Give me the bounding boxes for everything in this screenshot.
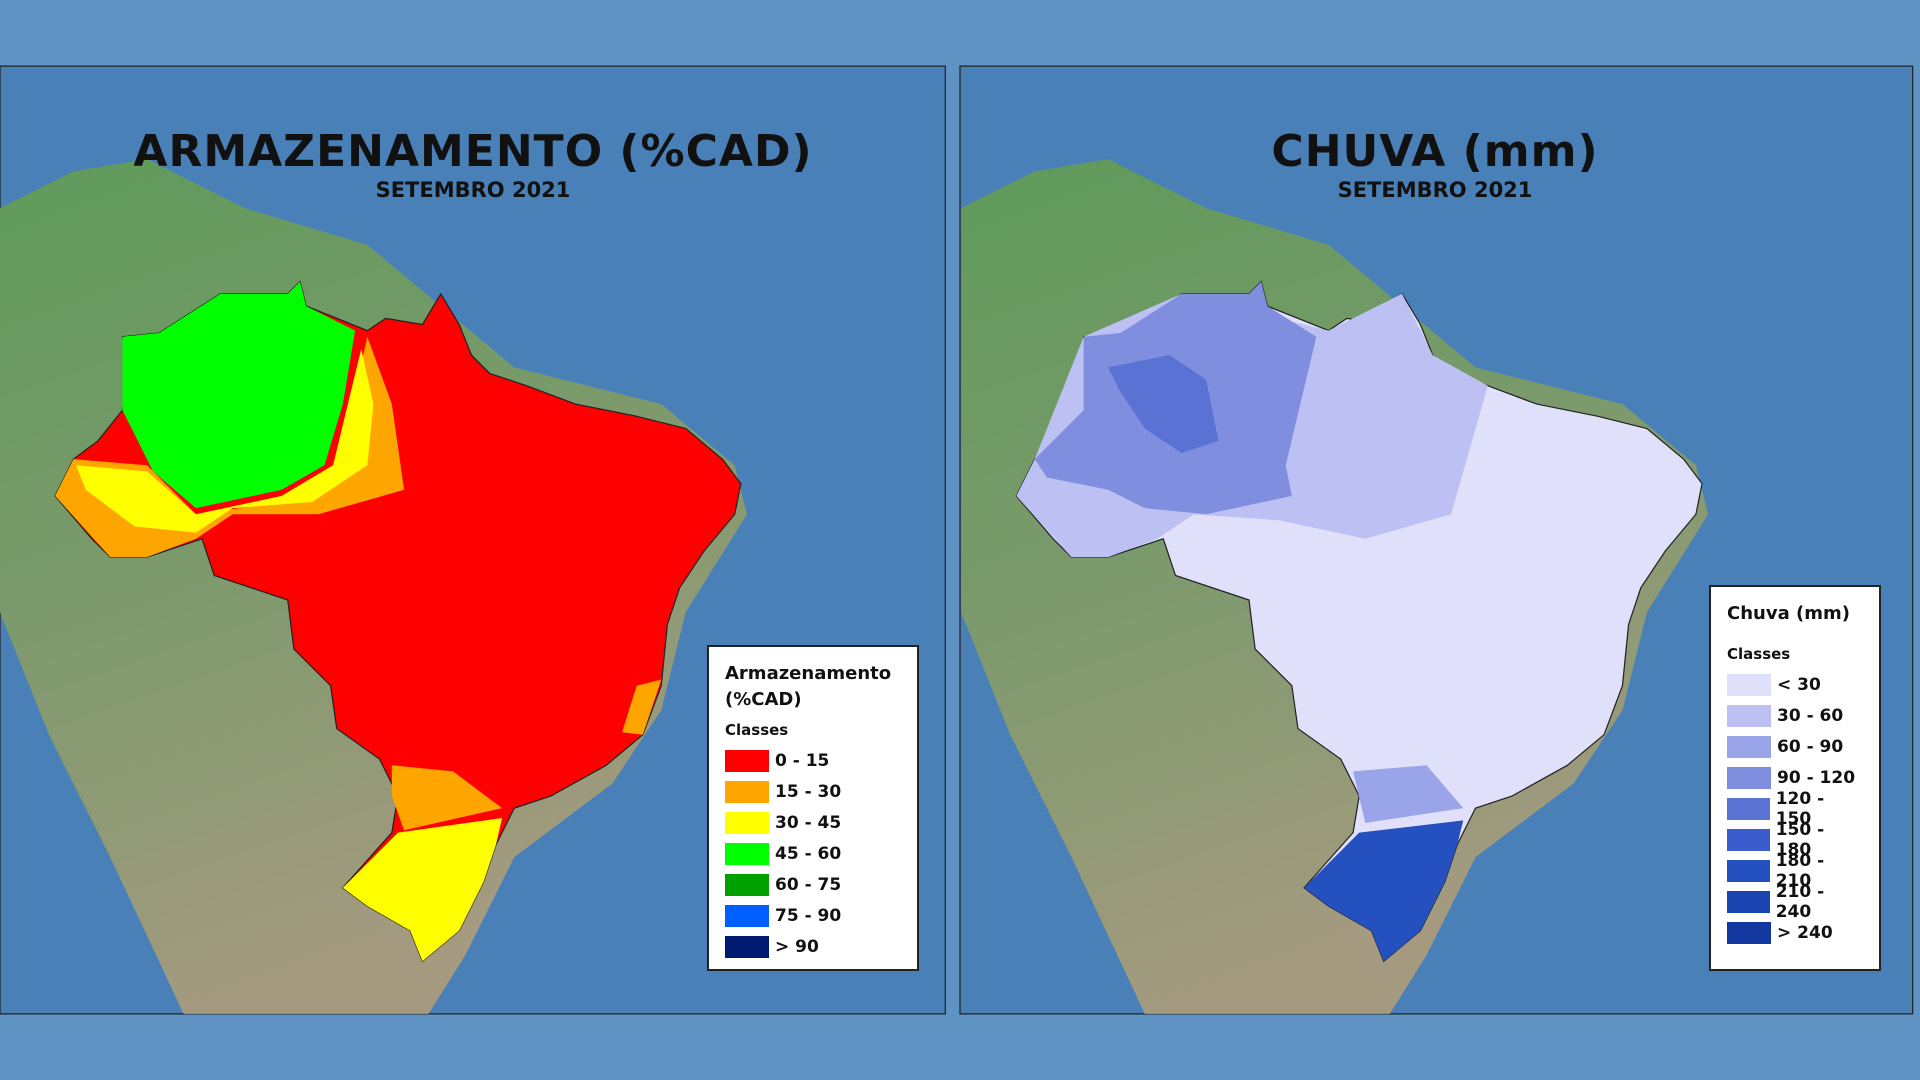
- legend-item: 0 - 15: [725, 745, 901, 776]
- legend-swatch: [725, 873, 769, 896]
- legend: Chuva (mm) Classes < 30 30 - 60 60 - 90 90 …: [1709, 585, 1881, 971]
- region: [122, 281, 356, 509]
- legend-item: 45 - 60: [725, 838, 901, 869]
- legend-label: 60 - 90: [1777, 736, 1844, 757]
- legend-item: 180 - 210: [1727, 851, 1863, 891]
- legend-swatch: [725, 811, 769, 834]
- legend-item: 60 - 75: [725, 869, 901, 900]
- legend-item: 150 - 180: [1727, 820, 1863, 860]
- legend-swatch: [725, 904, 769, 927]
- legend-subtitle: Classes: [725, 721, 789, 739]
- legend-swatch: [1727, 735, 1771, 758]
- legend-title: Chuva (mm): [1727, 603, 1850, 624]
- region: [342, 817, 503, 962]
- legend-item: 120 - 150: [1727, 789, 1863, 829]
- map-subtitle: SETEMBRO 2021: [1337, 178, 1533, 202]
- legend-label: > 240: [1777, 922, 1833, 943]
- region: [1108, 355, 1219, 454]
- region: [1353, 765, 1464, 823]
- legend-label: 120 - 150: [1775, 788, 1825, 829]
- legend-label: 210 - 240: [1775, 881, 1825, 922]
- legend-label: 90 - 120: [1777, 767, 1856, 788]
- legend-item: 30 - 45: [725, 807, 901, 838]
- legend-item: 30 - 60: [1727, 700, 1863, 731]
- legend-swatch: [725, 842, 769, 865]
- legend-item: 90 - 120: [1727, 762, 1863, 793]
- legend-label: 75 - 90: [775, 905, 842, 926]
- legend-label: 30 - 60: [1777, 705, 1844, 726]
- legend-swatch: [1727, 704, 1771, 727]
- legend-subtitle: Classes: [1727, 645, 1791, 663]
- region: [622, 679, 662, 735]
- legend-swatch: [725, 935, 769, 958]
- map-subtitle: SETEMBRO 2021: [375, 178, 571, 202]
- legend-item: 75 - 90: [725, 900, 901, 931]
- legend-swatch: [725, 780, 769, 803]
- legend-label: 30 - 45: [775, 812, 842, 833]
- legend-label: 180 - 210: [1775, 850, 1825, 891]
- legend-label: 150 - 180: [1775, 819, 1825, 860]
- legend-label: 45 - 60: [775, 843, 842, 864]
- legend-swatch: [1727, 797, 1770, 820]
- region: [1304, 820, 1464, 962]
- legend-label: 60 - 75: [775, 874, 842, 895]
- legend-item: 210 - 240: [1727, 882, 1863, 922]
- legend-item: < 30: [1727, 669, 1863, 700]
- legend: Armazenamento (%CAD) Classes 0 - 15 15 - …: [707, 645, 919, 971]
- legend-swatch: [1727, 890, 1770, 913]
- legend-title: Armazenamento (%CAD): [725, 663, 892, 710]
- legend-item: > 240: [1727, 917, 1863, 948]
- map-title: ARMAZENAMENTO (%CAD): [133, 126, 813, 177]
- legend-label: 0 - 15: [775, 750, 830, 771]
- legend-item: > 90: [725, 931, 901, 962]
- legend-label: < 30: [1777, 674, 1821, 695]
- legend-swatch: [725, 749, 769, 772]
- legend-swatch: [1727, 766, 1771, 789]
- legend-swatch: [1727, 921, 1771, 944]
- region: [75, 348, 374, 533]
- map-panel: [0, 65, 946, 1015]
- legend-item: 60 - 90: [1727, 731, 1863, 762]
- legend-swatch: [1727, 828, 1770, 851]
- legend-label: 15 - 30: [775, 781, 842, 802]
- region: [391, 765, 503, 831]
- legend-swatch: [1727, 859, 1770, 882]
- map-title: CHUVA (mm): [1271, 126, 1599, 177]
- legend-swatch: [1727, 673, 1771, 696]
- legend-item: 15 - 30: [725, 776, 901, 807]
- legend-label: > 90: [775, 936, 819, 957]
